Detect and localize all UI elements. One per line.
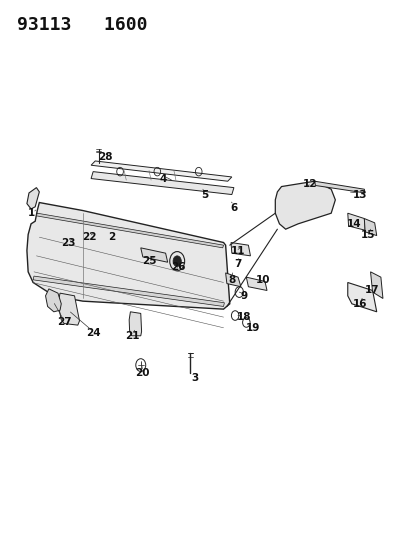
Text: 21: 21 [125,331,140,341]
Text: 15: 15 [360,230,375,239]
Text: 5: 5 [201,190,208,199]
Text: 8: 8 [228,275,235,285]
Text: 23: 23 [61,238,76,247]
Text: 1: 1 [27,208,35,218]
Polygon shape [347,213,364,230]
Polygon shape [58,293,79,325]
Text: 28: 28 [98,152,113,162]
Text: 17: 17 [364,286,379,295]
Polygon shape [246,277,266,290]
Text: 11: 11 [230,246,245,255]
Polygon shape [33,276,224,306]
Polygon shape [36,213,223,248]
Polygon shape [45,289,61,312]
Text: 10: 10 [255,275,270,285]
Circle shape [173,256,181,266]
Polygon shape [230,243,250,256]
Polygon shape [91,172,233,195]
Text: 93113   1600: 93113 1600 [17,16,147,34]
Text: 12: 12 [302,179,317,189]
Text: 7: 7 [234,259,241,269]
Text: 22: 22 [81,232,96,242]
Text: 26: 26 [170,262,185,271]
Polygon shape [129,312,141,336]
Text: 2: 2 [108,232,115,242]
Text: 19: 19 [245,323,259,333]
Text: 13: 13 [352,190,367,199]
Text: 24: 24 [85,328,100,338]
Text: 16: 16 [352,299,367,309]
Polygon shape [363,219,376,236]
Polygon shape [140,248,167,262]
Polygon shape [27,188,39,209]
Text: 9: 9 [240,291,247,301]
Text: 27: 27 [57,318,71,327]
Text: 14: 14 [346,219,361,229]
Text: 3: 3 [190,374,198,383]
Text: 4: 4 [159,174,167,183]
Text: 20: 20 [135,368,150,378]
Polygon shape [91,161,231,181]
Polygon shape [275,181,335,229]
Polygon shape [370,272,382,298]
Polygon shape [27,203,229,309]
Polygon shape [347,282,376,312]
Polygon shape [91,224,112,235]
Polygon shape [225,273,240,287]
Text: 6: 6 [230,203,237,213]
Polygon shape [314,181,364,193]
Text: 25: 25 [141,256,156,266]
Text: 18: 18 [236,312,251,322]
